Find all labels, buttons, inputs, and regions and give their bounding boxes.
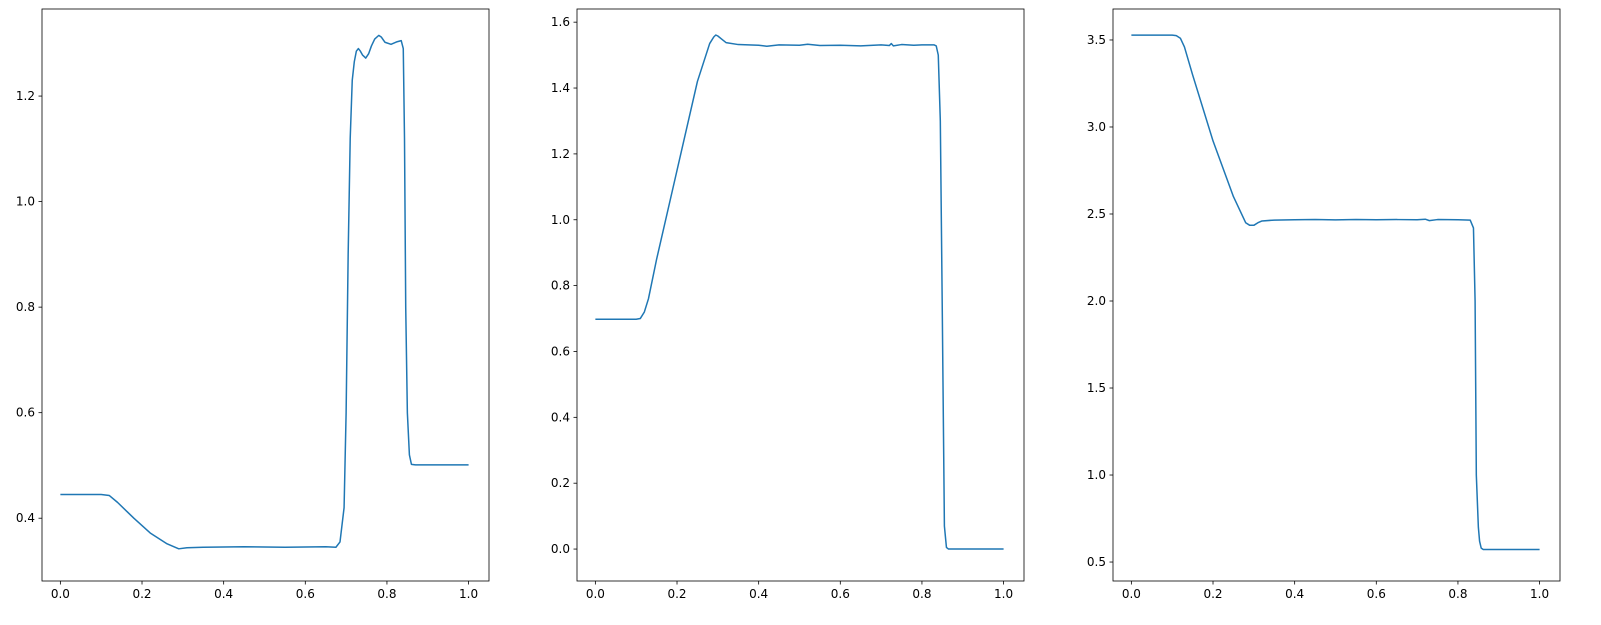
series-line	[595, 34, 1004, 550]
x-tick-label: 0.0	[586, 587, 605, 601]
x-tick-label: 0.2	[1203, 587, 1222, 601]
y-tick-label: 1.0	[1087, 468, 1106, 482]
y-tick-label: 0.6	[551, 344, 570, 358]
x-tick-label: 0.8	[1448, 587, 1467, 601]
subplot-2: 0.0 0.2 0.4 0.6 0.8 1.0 0.0 0.2 0.4 0.6 0.8 1.0 1.2 1…	[551, 8, 1025, 601]
x-tick-label: 1.0	[459, 587, 478, 601]
x-tick-label: 0.2	[667, 587, 686, 601]
x-tick-label: 0.8	[912, 587, 931, 601]
x-tick-label: 0.8	[377, 587, 396, 601]
y-tick-label: 0.4	[16, 511, 35, 525]
x-tick-label: 0.6	[1367, 587, 1386, 601]
y-tick-label: 2.0	[1087, 294, 1106, 308]
y-tick-label: 0.8	[16, 300, 35, 314]
subplot-3: 0.0 0.2 0.4 0.6 0.8 1.0 0.5 1.0 1.5 2.0 2.5 3.0 3.5	[1087, 8, 1561, 601]
y-tick-label: 0.6	[16, 406, 35, 420]
axes-frame	[576, 8, 1025, 582]
x-tick-label: 0.4	[214, 587, 233, 601]
series-line	[1131, 34, 1540, 551]
y-tick-label: 1.0	[16, 195, 35, 209]
subplot-1: 0.0 0.2 0.4 0.6 0.8 1.0 0.4 0.6 0.8 1.0 1.2	[16, 8, 490, 601]
x-tick-label: 0.4	[1285, 587, 1304, 601]
x-tick-label: 0.6	[831, 587, 850, 601]
y-tick-label: 0.5	[1087, 555, 1106, 569]
y-tick-label: 1.4	[551, 81, 570, 95]
y-tick-label: 2.5	[1087, 207, 1106, 221]
y-tick-label: 0.4	[551, 410, 570, 424]
y-tick-label: 3.5	[1087, 33, 1106, 47]
x-tick-label: 0.6	[296, 587, 315, 601]
x-tick-label: 0.4	[749, 587, 768, 601]
y-tick-label: 0.8	[551, 279, 570, 293]
y-tick-label: 1.5	[1087, 381, 1106, 395]
x-tick-label: 0.0	[1122, 587, 1141, 601]
y-tick-label: 1.2	[16, 89, 35, 103]
y-tick-label: 1.2	[551, 147, 570, 161]
axes-frame	[41, 8, 490, 582]
x-tick-label: 1.0	[994, 587, 1013, 601]
y-tick-label: 1.6	[551, 15, 570, 29]
y-tick-label: 1.0	[551, 213, 570, 227]
x-tick-label: 0.0	[51, 587, 70, 601]
series-line	[60, 34, 469, 550]
axes-frame	[1112, 8, 1561, 582]
y-tick-label: 3.0	[1087, 120, 1106, 134]
x-tick-label: 0.2	[132, 587, 151, 601]
y-tick-label: 0.2	[551, 476, 570, 490]
y-tick-label: 0.0	[551, 542, 570, 556]
x-tick-label: 1.0	[1530, 587, 1549, 601]
